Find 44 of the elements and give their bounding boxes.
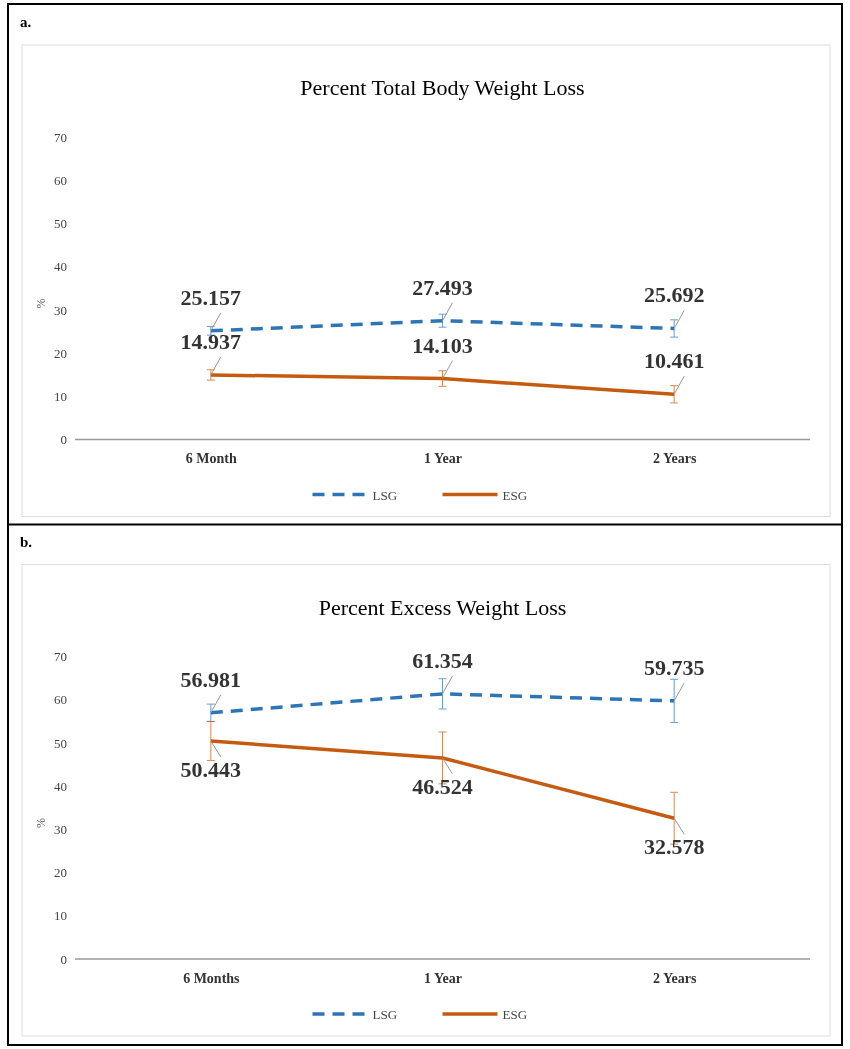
data-label: 50.443 [180,757,242,783]
data-label: 46.524 [412,773,473,799]
x-tick-label: 1 Year [424,970,462,986]
chart-title: Percent Total Body Weight Loss [300,75,585,100]
data-label: 25.692 [643,282,705,308]
x-tick-label: 2 Years [652,970,697,986]
y-tick-label: 10 [54,388,67,404]
text: a. [20,14,32,30]
chart-title: Percent Excess Weight Loss [318,594,567,620]
y-axis-title: % [34,298,48,309]
data-label: 59.735 [643,654,705,680]
y-tick-label: 40 [54,259,67,275]
data-label: 61.354 [412,647,473,673]
y-tick-label: 60 [54,692,67,708]
y-tick-label: 30 [54,822,67,838]
text: b. [20,533,33,550]
y-tick-label: 40 [54,778,67,794]
data-label: 14.103 [412,332,473,358]
y-tick-label: 10 [54,908,67,924]
x-tick-label: 6 Month [185,451,238,467]
x-tick-label: 2 Years [652,451,697,467]
data-label: 27.493 [412,274,473,300]
data-label: 10.461 [643,348,705,374]
y-tick-label: 0 [60,432,67,448]
legend-label: LSG [372,487,398,503]
legend-label: ESG [502,487,528,503]
y-tick-label: 60 [54,172,67,188]
x-tick-label: 6 Months [183,970,241,986]
y-tick-label: 70 [54,129,67,145]
y-tick-label: 30 [54,302,67,318]
data-label: 32.578 [643,834,705,860]
y-tick-label: 70 [54,649,67,665]
y-tick-label: 50 [54,735,67,751]
data-label: 25.157 [180,284,242,310]
y-axis-title: % [34,817,48,828]
legend-label: LSG [372,1007,398,1022]
x-tick-label: 1 Year [424,451,462,467]
y-tick-label: 50 [54,216,67,232]
data-label: 56.981 [180,666,242,692]
y-tick-label: 20 [54,865,67,881]
y-tick-label: 0 [60,951,67,967]
legend-label: ESG [502,1007,528,1022]
y-tick-label: 20 [54,345,67,361]
data-label: 14.937 [180,328,242,354]
